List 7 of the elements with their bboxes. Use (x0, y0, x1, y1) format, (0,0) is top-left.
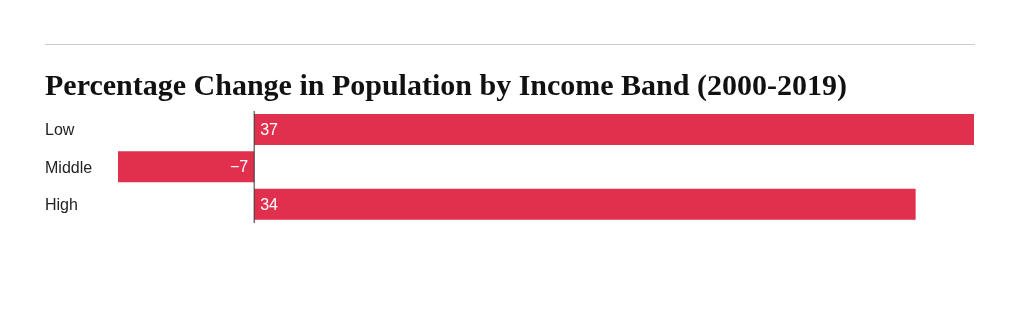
y-tick-label: Middle (45, 158, 93, 176)
chart-title: Percentage Change in Population by Income Band (2000-2019) (45, 68, 847, 102)
data-label: 37 (260, 121, 279, 139)
data-label: 34 (260, 195, 279, 213)
data-label: −7 (229, 158, 249, 176)
y-tick-label: High (45, 195, 78, 213)
y-tick-label: Low (45, 121, 75, 139)
